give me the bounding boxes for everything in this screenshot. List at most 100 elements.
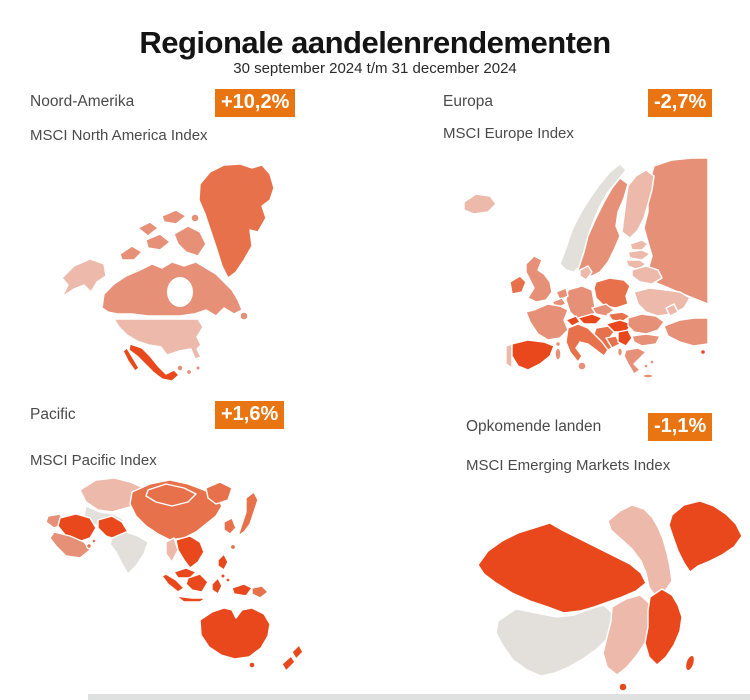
region-label-north-america: Noord-Amerika <box>30 93 135 110</box>
region-northeast-asia <box>205 481 233 505</box>
country-sweden <box>577 177 629 277</box>
country-estonia <box>629 239 649 251</box>
philippine-island-1 <box>220 573 226 579</box>
country-bulgaria <box>631 333 661 347</box>
gulf-state-2 <box>91 538 97 544</box>
country-denmark <box>579 265 593 281</box>
arctic-island-4 <box>161 209 187 225</box>
island-corsica <box>554 340 562 348</box>
pacific-map <box>45 477 304 672</box>
country-albania <box>616 347 624 357</box>
island-crete <box>642 373 654 379</box>
region-china-northeast <box>668 500 743 573</box>
caribbean-island-2 <box>185 368 193 376</box>
country-japan <box>237 491 259 537</box>
island-taiwan-pacific <box>229 543 237 551</box>
island-sulawesi <box>211 577 223 595</box>
country-ireland <box>509 275 527 295</box>
country-poland <box>593 277 631 309</box>
country-philippines <box>217 553 229 571</box>
arctic-island-5 <box>190 213 200 223</box>
country-italy <box>565 323 609 363</box>
island-java <box>175 595 207 603</box>
country-myanmar <box>165 537 179 563</box>
island-sumatra <box>161 573 185 593</box>
country-czechia <box>591 303 615 317</box>
baja-california <box>122 347 140 372</box>
arctic-island-1 <box>119 245 143 261</box>
return-badge-pacific: +1,6% <box>215 401 285 429</box>
greek-island-1 <box>643 363 649 369</box>
country-greece <box>623 347 647 375</box>
region-china-south-central <box>602 594 654 676</box>
country-serbia <box>617 329 633 347</box>
country-netherlands <box>555 287 569 301</box>
return-badge-europe: -2,7% <box>648 89 713 117</box>
philippine-island-2 <box>225 577 231 583</box>
island-sardinia <box>554 347 562 361</box>
region-label-europe: Europa <box>443 93 493 110</box>
page-title: Regionale aandelenrendementen <box>139 24 611 60</box>
new-zealand-south <box>281 655 296 672</box>
island-new-guinea-east <box>251 585 269 599</box>
region-china-northwest <box>477 522 647 614</box>
country-russia <box>643 157 709 305</box>
country-belarus <box>631 265 663 285</box>
new-zealand-north <box>291 644 304 660</box>
index-label-europe: MSCI Europe Index <box>443 125 574 142</box>
country-greenland <box>198 163 275 279</box>
country-bosnia <box>605 335 621 349</box>
country-mongolia <box>145 483 197 507</box>
country-malaysia <box>173 567 197 579</box>
caribbean-island-3 <box>195 365 201 371</box>
country-france <box>525 303 569 341</box>
country-ukraine <box>633 287 691 317</box>
arctic-island-2 <box>145 233 171 251</box>
island-taiwan <box>684 654 696 672</box>
bottom-bar <box>88 694 750 700</box>
greek-island-2 <box>649 359 655 365</box>
arctic-island-3 <box>137 221 159 237</box>
country-finland <box>621 169 655 239</box>
country-iceland <box>463 193 497 215</box>
country-portugal <box>505 343 513 369</box>
island-cyprus <box>699 348 707 356</box>
return-badge-north-america: +10,2% <box>215 89 296 117</box>
country-australia <box>199 607 271 660</box>
island-sicily <box>577 361 587 371</box>
country-switzerland <box>565 315 581 327</box>
country-austria <box>577 313 603 325</box>
country-uk <box>525 255 553 303</box>
country-india <box>109 531 149 575</box>
caribbean-island-1 <box>176 364 184 372</box>
hudson-bay <box>167 277 193 307</box>
region-china-southwest <box>495 604 618 677</box>
region-china-north-central <box>607 504 673 598</box>
country-turkey <box>663 317 709 347</box>
region-label-pacific: Pacific <box>30 406 76 423</box>
island-borneo <box>185 573 209 593</box>
country-usa <box>113 318 204 360</box>
index-label-north-america: MSCI North America Index <box>30 127 208 144</box>
country-spain <box>511 339 555 371</box>
region-indochina <box>175 535 205 569</box>
island-new-guinea-west <box>231 583 253 597</box>
north-america-map <box>61 163 275 382</box>
gulf-state-1 <box>85 542 93 550</box>
newfoundland <box>239 311 249 321</box>
country-romania <box>627 313 665 335</box>
country-slovakia <box>607 311 631 323</box>
country-mexico <box>128 343 180 382</box>
country-latvia <box>627 249 651 261</box>
country-saudi-arabia <box>49 531 91 559</box>
country-moldova <box>665 303 679 317</box>
island-tasmania <box>248 661 256 669</box>
subtitle-period: 30 september 2024 t/m 31 december 2024 <box>233 60 517 77</box>
island-hainan <box>618 682 628 692</box>
index-label-emerging-markets: MSCI Emerging Markets Index <box>466 457 671 474</box>
country-south-korea <box>223 517 237 535</box>
return-badge-emerging-markets: -1,1% <box>648 413 713 441</box>
index-label-pacific: MSCI Pacific Index <box>30 452 157 469</box>
region-label-emerging-markets: Opkomende landen <box>466 418 602 435</box>
state-alaska <box>61 258 107 298</box>
